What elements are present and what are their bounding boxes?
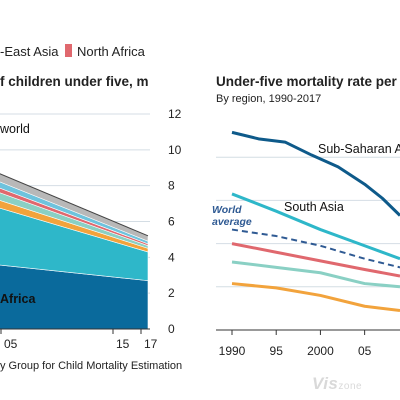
left-x-tick-label-1: 15 xyxy=(116,337,130,351)
right-series-line-3 xyxy=(231,242,400,278)
right-chart-title: Under-five mortality rate per 1, xyxy=(216,74,400,89)
left-x-tick-label-2: 17 xyxy=(144,337,158,351)
legend-label-0: -East Asia xyxy=(0,44,59,59)
left-x-tick-label-0: 05 xyxy=(4,337,18,351)
right-series-line-1 xyxy=(231,192,400,261)
left-y-tick-label-5: 2 xyxy=(168,286,175,300)
right-x-tick-label-2: 2000 xyxy=(307,344,334,358)
right-series-line-5 xyxy=(231,282,400,313)
right-series-line-0 xyxy=(231,130,400,217)
right-x-tick-label-3: 05 xyxy=(358,344,372,358)
right-x-tick-label-1: 95 xyxy=(270,344,284,358)
right-series-line-4 xyxy=(231,260,400,289)
legend-swatch-1 xyxy=(65,44,72,57)
label-sub-saharan-africa: Sub-Saharan A xyxy=(318,142,400,156)
left-chart-title: f children under five, m xyxy=(0,74,149,89)
left-total-line xyxy=(0,173,149,237)
left-y-tick-label-1: 10 xyxy=(168,143,182,157)
left-world-label: world xyxy=(0,122,30,136)
left-y-tick-label-6: 0 xyxy=(168,322,175,336)
right-x-tick-label-0: 1990 xyxy=(219,344,246,358)
source-note: y Group for Child Mortality Estimation xyxy=(0,360,183,372)
label-south-asia: South Asia xyxy=(284,200,344,214)
left-y-tick-label-0: 12 xyxy=(168,107,182,121)
left-y-tick-label-4: 4 xyxy=(168,250,175,264)
legend-label-1: North Africa xyxy=(77,44,145,59)
watermark-logo: Viszone xyxy=(312,374,363,393)
right-chart-subtitle: By region, 1990-2017 xyxy=(216,93,322,105)
label-world-average-2: average xyxy=(212,216,252,228)
left-africa-label: Africa xyxy=(0,292,36,306)
left-y-tick-label-3: 6 xyxy=(168,215,175,229)
label-world-average-1: World xyxy=(212,204,242,216)
left-y-tick-label-2: 8 xyxy=(168,179,175,193)
